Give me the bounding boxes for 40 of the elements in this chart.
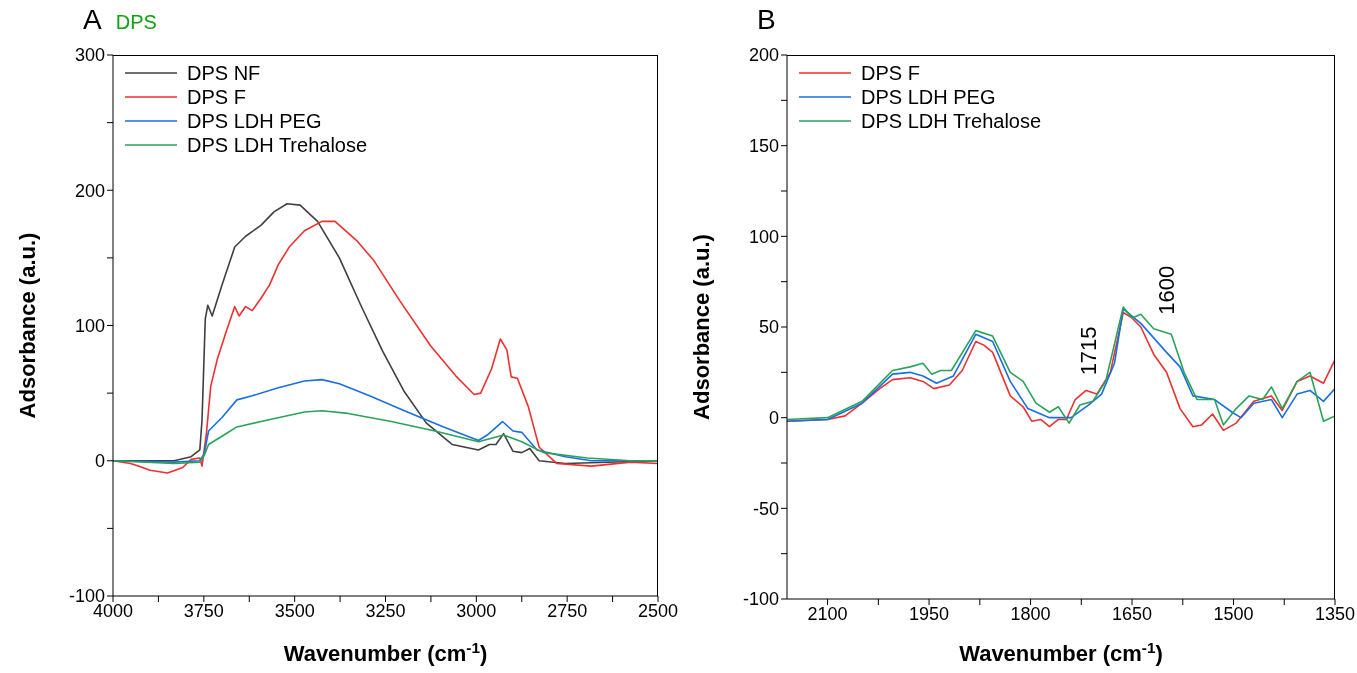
legend-label: DPS F (187, 85, 246, 109)
x-tick-label: 2100 (807, 603, 848, 624)
y-tick-label: 100 (748, 226, 779, 247)
y-tick-label: 200 (74, 180, 105, 201)
x-tick-label: 1800 (1010, 603, 1051, 624)
x-tick-label: 1650 (1112, 603, 1153, 624)
x-tick-label: 3750 (183, 600, 224, 621)
y-tick-label: 0 (768, 408, 779, 429)
x-tick-label: 2750 (547, 600, 588, 621)
chart-title: B (757, 4, 776, 36)
y-axis-title: Adsorbance (a.u.) (15, 232, 40, 419)
chart-title: A (83, 4, 102, 36)
x-axis-title: Wavenumber (cm$^{-1}$) (283, 638, 488, 666)
x-tick-label: 1350 (1314, 603, 1356, 624)
annotation: 1715 (1076, 326, 1102, 376)
x-tick-label: 1500 (1213, 603, 1254, 624)
x-tick-label: 3500 (274, 600, 315, 621)
y-tick-label: 200 (748, 45, 779, 66)
y-tick-label: -100 (742, 589, 779, 610)
legend-label: DPS LDH PEG (861, 85, 996, 109)
legend-label: DPS LDH Trehalose (187, 133, 368, 157)
legend-label: DPS F (861, 61, 920, 85)
y-tick-label: 300 (74, 45, 105, 66)
y-axis-title: Adsorbance (a.u.) (689, 234, 714, 420)
x-tick-label: 2500 (637, 600, 679, 621)
y-tick-label: 100 (74, 315, 105, 336)
y-tick-label: 50 (758, 317, 779, 338)
legend-label: DPS LDH Trehalose (861, 109, 1042, 133)
x-tick-label: 3250 (365, 600, 406, 621)
annotation: 1600 (1153, 265, 1179, 315)
x-tick-label: 3000 (456, 600, 497, 621)
y-tick-label: 150 (748, 136, 779, 157)
legend-label: DPS LDH PEG (187, 109, 322, 133)
chart-subtitle: DPS (115, 11, 157, 34)
line-series (113, 409, 658, 465)
legend-label: DPS NF (187, 61, 261, 85)
y-tick-label: -50 (752, 498, 779, 519)
x-tick-label: 1950 (909, 603, 950, 624)
x-axis-title: Wavenumber (cm$^{-1}$) (959, 638, 1163, 666)
y-tick-label: 0 (94, 451, 105, 472)
